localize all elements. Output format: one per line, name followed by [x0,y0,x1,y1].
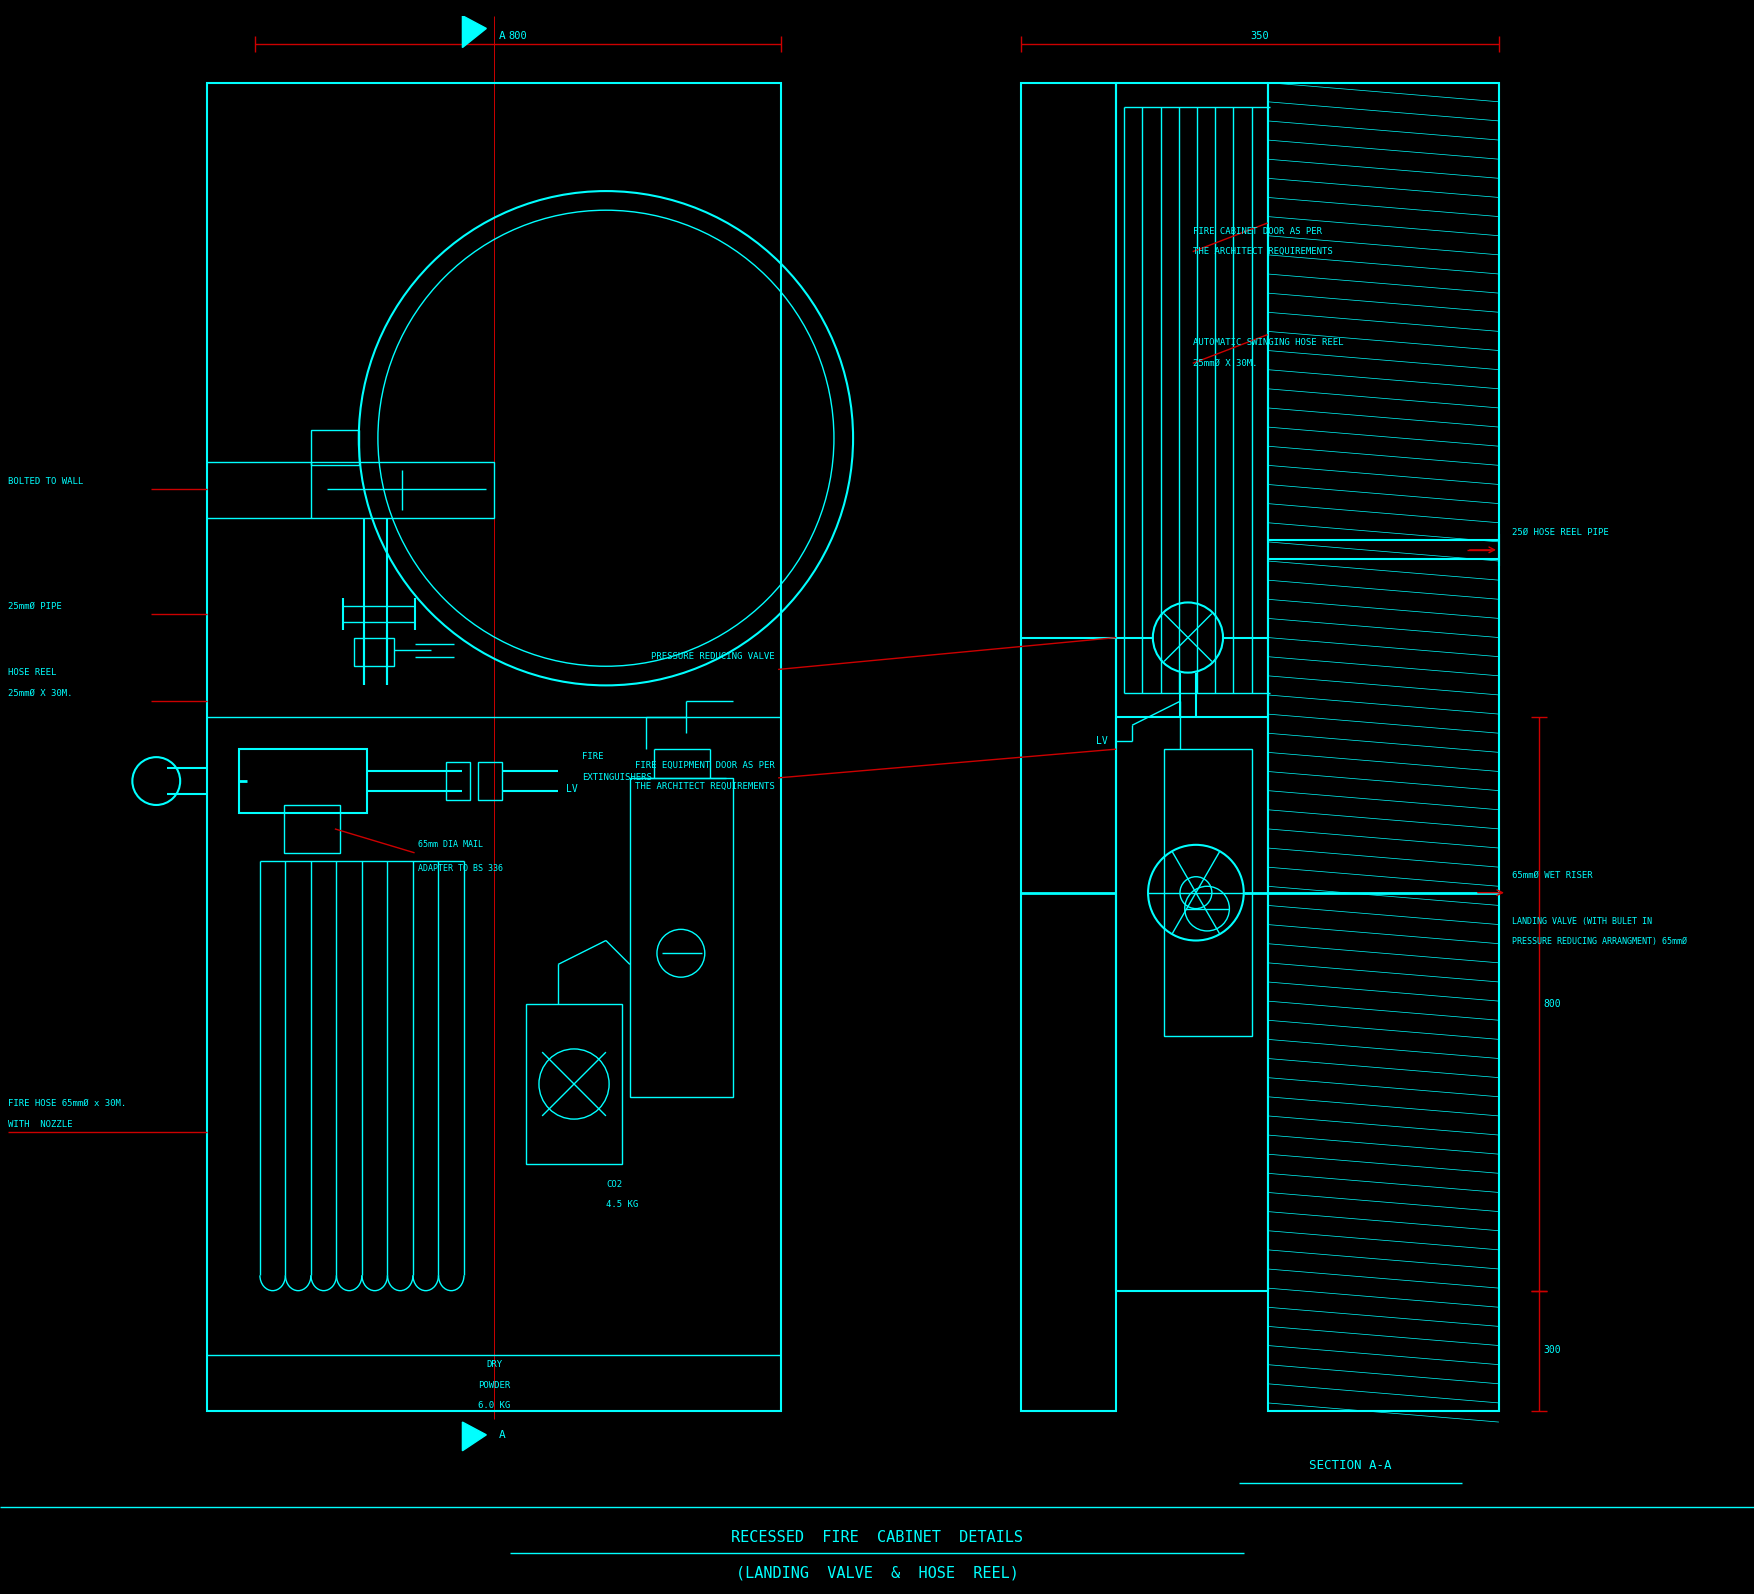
Bar [1021,83,1116,1411]
Text: RECESSED  FIRE  CABINET  DETAILS: RECESSED FIRE CABINET DETAILS [731,1530,1023,1546]
Bar [1268,83,1500,1411]
Text: FIRE CABINET DOOR AS PER: FIRE CABINET DOOR AS PER [1193,226,1323,236]
Bar [479,762,502,800]
Text: THE ARCHITECT REQUIREMENTS: THE ARCHITECT REQUIREMENTS [635,781,775,791]
Text: THE ARCHITECT REQUIREMENTS: THE ARCHITECT REQUIREMENTS [1193,247,1333,257]
Text: 4.5 KG: 4.5 KG [605,1200,638,1210]
Text: WITH  NOZZLE: WITH NOZZLE [9,1119,72,1129]
Polygon shape [463,16,486,48]
Bar [526,1004,623,1164]
Text: 65mm DIA MAIL: 65mm DIA MAIL [417,840,482,850]
Text: A: A [500,1430,505,1439]
Polygon shape [463,1422,486,1451]
Text: LV: LV [1096,736,1109,746]
Text: BOLTED TO WALL: BOLTED TO WALL [9,477,82,486]
Text: PRESSURE REDUCING VALVE: PRESSURE REDUCING VALVE [651,652,775,662]
Bar [239,749,367,813]
Bar [207,83,781,1411]
Bar [447,762,470,800]
Text: FIRE: FIRE [582,752,603,762]
Text: A: A [500,32,505,41]
Text: 800: 800 [1544,999,1561,1009]
Text: POWDER: POWDER [479,1380,510,1390]
Bar [310,462,495,518]
Text: 6.0 KG: 6.0 KG [479,1401,510,1411]
Text: 65mmØ WET RISER: 65mmØ WET RISER [1512,870,1593,880]
Text: LV: LV [567,784,577,794]
Bar [284,805,340,853]
Text: 25Ø HOSE REEL PIPE: 25Ø HOSE REEL PIPE [1512,528,1608,537]
Text: 25mmØ X 30M.: 25mmØ X 30M. [9,689,72,698]
Text: CO2: CO2 [605,1180,623,1189]
Bar [310,430,360,465]
Text: HOSE REEL: HOSE REEL [9,668,56,677]
Text: (LANDING  VALVE  &  HOSE  REEL): (LANDING VALVE & HOSE REEL) [735,1565,1019,1581]
Text: 25mmØ PIPE: 25mmØ PIPE [9,601,61,611]
Bar [1165,749,1252,1036]
Text: EXTINGUISHERS: EXTINGUISHERS [582,773,652,783]
Text: FIRE HOSE 65mmØ x 30M.: FIRE HOSE 65mmØ x 30M. [9,1098,126,1108]
Bar [630,778,733,1097]
Text: 350: 350 [1251,32,1270,41]
Text: LANDING VALVE (WITH BULET IN: LANDING VALVE (WITH BULET IN [1512,917,1652,926]
Text: SECTION A-A: SECTION A-A [1308,1459,1393,1471]
Text: 25mmØ X 30M.: 25mmØ X 30M. [1193,359,1258,368]
Text: 300: 300 [1544,1345,1561,1355]
Bar [354,638,395,666]
Text: FIRE EQUIPMENT DOOR AS PER: FIRE EQUIPMENT DOOR AS PER [635,760,775,770]
Text: DRY: DRY [486,1360,502,1369]
Text: ADAPTER TO BS 336: ADAPTER TO BS 336 [417,864,503,874]
Text: 800: 800 [509,32,528,41]
Text: AUTOMATIC SWINGING HOSE REEL: AUTOMATIC SWINGING HOSE REEL [1193,338,1344,347]
Text: PRESSURE REDUCING ARRANGMENT) 65mmØ: PRESSURE REDUCING ARRANGMENT) 65mmØ [1512,937,1687,947]
